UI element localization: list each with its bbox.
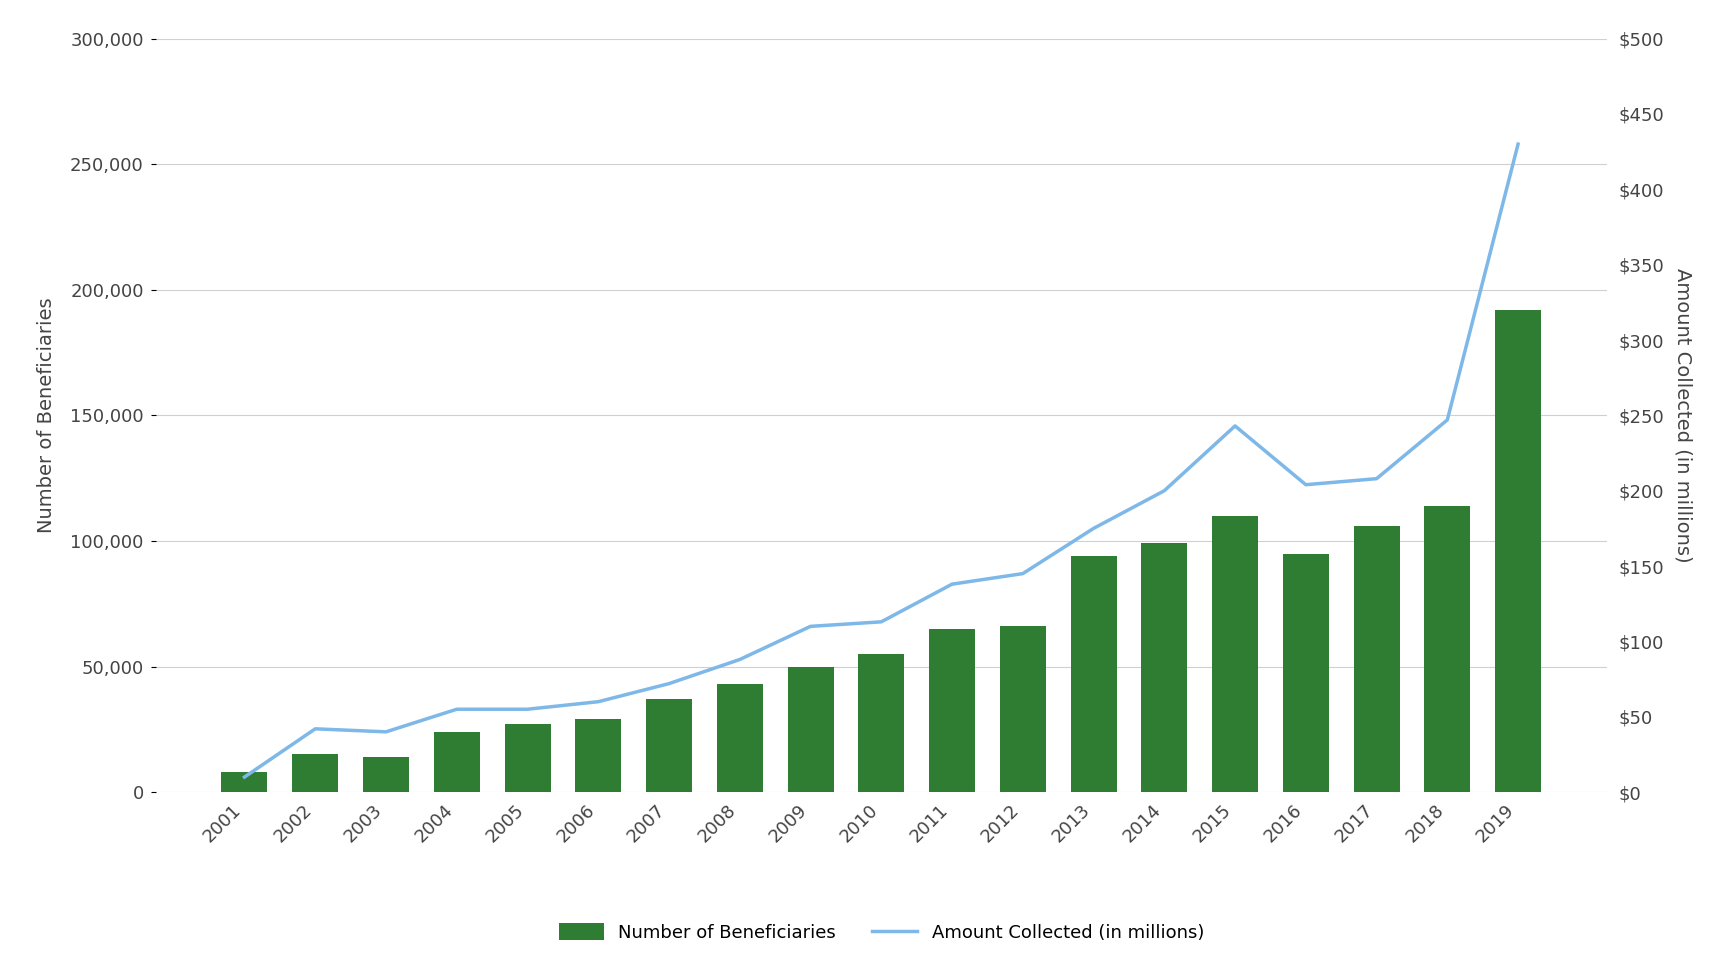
Bar (859, 654, 904, 792)
Bar (1001, 626, 1045, 792)
Bar (717, 684, 762, 792)
Y-axis label: Number of Beneficiaries: Number of Beneficiaries (36, 298, 55, 533)
Bar (575, 720, 622, 792)
Bar (788, 667, 833, 792)
Bar (930, 629, 975, 792)
Y-axis label: Amount Collected (in millions): Amount Collected (in millions) (1673, 269, 1692, 562)
Bar (1282, 554, 1329, 792)
Bar (1140, 544, 1187, 792)
Bar (221, 772, 268, 792)
Bar (1424, 506, 1471, 792)
Bar (1495, 310, 1541, 792)
Legend: Number of Beneficiaries, Amount Collected (in millions): Number of Beneficiaries, Amount Collecte… (551, 916, 1211, 949)
Bar (363, 757, 410, 792)
Bar (434, 732, 480, 792)
Bar (1211, 516, 1258, 792)
Bar (1071, 556, 1116, 792)
Bar (505, 724, 551, 792)
Bar (292, 754, 339, 792)
Bar (646, 699, 691, 792)
Bar (1353, 526, 1400, 792)
